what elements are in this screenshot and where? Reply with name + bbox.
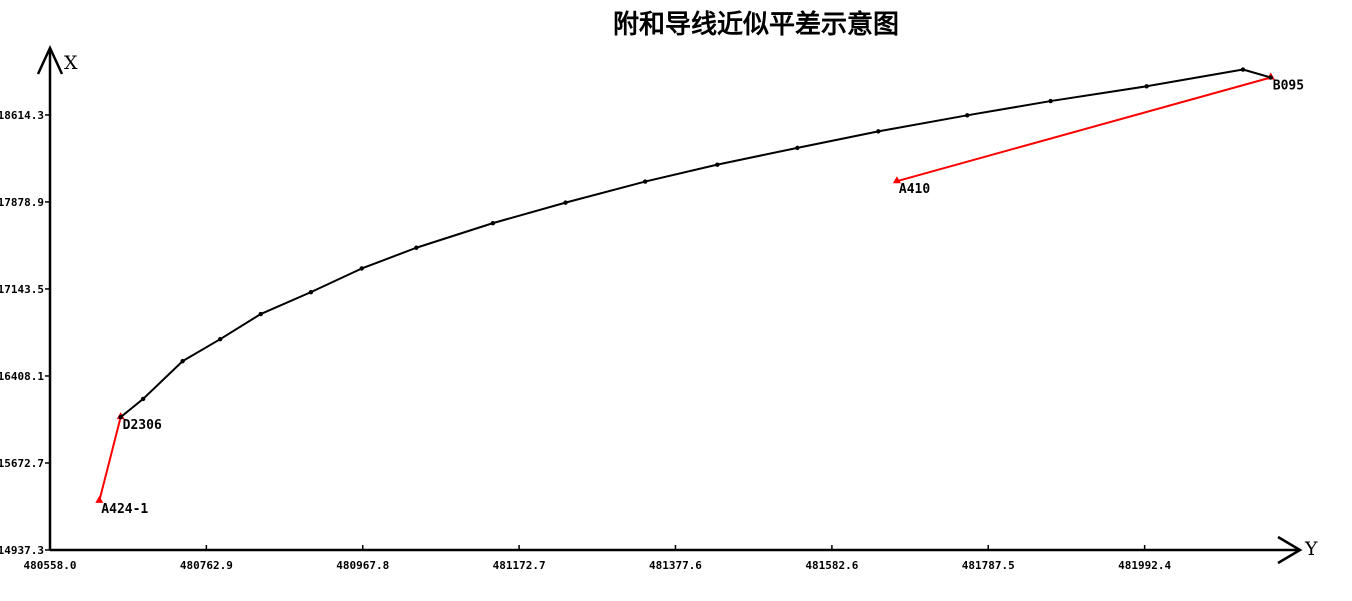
- traverse-point: [715, 162, 720, 167]
- point-label: A424-1: [101, 502, 148, 517]
- traverse-point: [965, 113, 970, 118]
- y-tick-label: 416408.1: [0, 370, 44, 383]
- y-tick-label: 415672.7: [0, 457, 44, 470]
- known-side-lines: [95, 72, 1275, 503]
- traverse-point: [876, 129, 881, 134]
- y-axis-arrow-icon: [36, 45, 64, 75]
- x-tick-label: 481992.4: [1118, 559, 1171, 572]
- x-tick-label: 481172.7: [493, 559, 546, 572]
- point-label: A410: [899, 182, 930, 197]
- x-axis-name: Y: [1304, 538, 1318, 560]
- traverse-point: [217, 336, 223, 342]
- traverse-point: [359, 266, 364, 271]
- point-label: D2306: [123, 418, 162, 433]
- traverse-line-group: [118, 67, 1273, 420]
- traverse-point: [1240, 67, 1246, 72]
- known-point-triangle-icon: [95, 495, 104, 503]
- x-tick-label: 481787.5: [962, 559, 1015, 572]
- x-tick-label: 481582.6: [805, 559, 858, 572]
- x-tick-label: 481377.6: [649, 559, 702, 572]
- y-tick-label: 417143.5: [0, 283, 44, 296]
- traverse-point: [795, 145, 800, 151]
- traverse-point: [563, 200, 568, 205]
- traverse-point: [118, 414, 123, 420]
- traverse-point: [140, 396, 146, 402]
- y-axis-name: X: [64, 52, 78, 74]
- x-tick-group: 480558.0 480762.9 480967.8 481172.7 481377.6…: [24, 545, 1171, 572]
- point-label-group: A424-1 D2306 A410 B095: [101, 78, 1304, 516]
- traverse-point: [308, 289, 314, 295]
- traverse-point: [1144, 84, 1149, 89]
- traverse-point: [642, 179, 648, 184]
- traverse-point: [1268, 75, 1273, 80]
- known-side-line: [896, 76, 1272, 183]
- traverse-point: [490, 220, 496, 226]
- known-side-line: [98, 416, 122, 502]
- y-tick-group: 414937.3 415672.7 416408.1 417143.5 417878.9…: [0, 109, 50, 557]
- traverse-point: [1048, 98, 1053, 104]
- point-label: B095: [1273, 78, 1304, 93]
- traverse-point: [258, 311, 263, 317]
- y-tick-label: 417878.9: [0, 196, 44, 209]
- y-axis: X 414937.3 415672.7 416408.1 417143.5 417878…: [0, 45, 78, 557]
- x-tick-label: 480762.9: [180, 559, 233, 572]
- x-tick-label: 480967.8: [336, 559, 389, 572]
- traverse-polyline: [120, 68, 1272, 418]
- chart-title: 附和导线近似平差示意图: [613, 9, 899, 40]
- x-tick-label: 480558.0: [24, 559, 77, 572]
- traverse-point: [180, 358, 185, 364]
- known-point-triangle-icon: [892, 176, 901, 184]
- y-tick-label: 414937.3: [0, 544, 44, 557]
- x-axis: Y 480558.0 480762.9 480967.8 481172.7 481377…: [24, 535, 1318, 572]
- traverse-point: [414, 245, 419, 250]
- x-axis-arrow-icon: [1277, 535, 1303, 565]
- y-tick-label: 418614.3: [0, 109, 44, 122]
